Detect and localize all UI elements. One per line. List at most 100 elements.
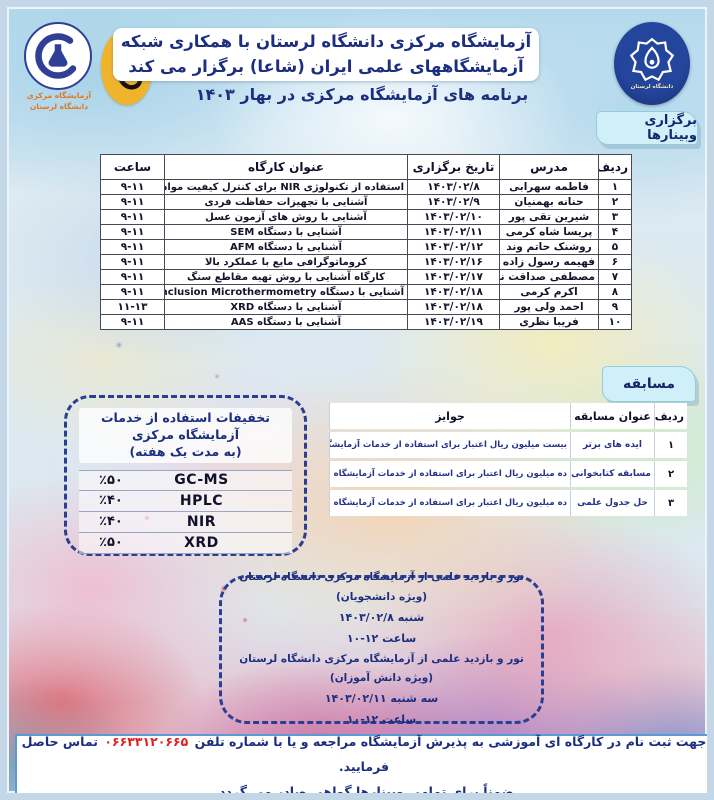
date: ۱۴۰۳/۰۲/۸ [407,179,500,195]
workshop-title: آشنایی با دستگاه AFM [164,239,408,255]
time: ۹-۱۱ [100,239,165,255]
row-num: ۷ [598,269,632,285]
time: ۱۱-۱۳ [100,299,165,315]
discounts-list: ٪۵۰ GC-MS ٪۴۰ HPLC ٪۴۰ NIR ٪۵۰ XRD [79,469,292,554]
time: ۹-۱۱ [100,194,165,210]
row-num: ۱۰ [598,314,632,330]
row-num: ۲ [654,461,687,487]
lab-caption-line2: دانشگاه لرستان [29,101,89,111]
phone-number: ۰۶۶۳۳۱۲۰۶۶۵ [104,733,189,749]
discount-service: GC-MS [174,472,229,489]
instructor: حنانه بهمنیان [499,194,599,210]
col-row: ردیف [598,154,632,180]
tours-box: تور و بازدید علمی از آزمایشگاه مرکزی دان… [219,571,544,726]
col-prize: جوایز [329,403,570,429]
competition-section-tag: مسابقه [602,366,696,402]
instructor: فاطمه سهرابی [499,179,599,195]
time: ۹-۱۱ [100,254,165,270]
date: ۱۴۰۳/۰۲/۱۹ [407,314,500,330]
table-row: ۱ فاطمه سهرابی ۱۴۰۳/۰۲/۸ استفاده از تکنولوژ… [100,179,632,195]
competition-header-row: ردیف عنوان مسابقه جوایز [329,403,687,429]
time: ۹-۱۱ [100,269,165,285]
discounts-title-line2: (به مدت یک هفته) [129,443,242,459]
prize: بیست میلیون ریال اعتبار برای استفاده از … [329,432,570,458]
discounts-box: تخفیفات استفاده از خدمات آزمایشگاه مرکزی… [64,395,307,556]
col-time: ساعت [100,154,165,180]
table-row: ۵ روشنک حاتم وند ۱۴۰۳/۰۲/۱۲ آشنایی با دستگا… [100,239,632,255]
lab-caption-line1: آزمایشگاه مرکزی [26,91,92,100]
time: ۹-۱۱ [100,314,165,330]
date: ۱۴۰۳/۰۲/۱۸ [407,299,500,315]
date: ۱۴۰۳/۰۲/۱۲ [407,239,500,255]
date: ۱۴۰۳/۰۲/۱۰ [407,209,500,225]
workshop-title: آشنایی با دستگاه Fluid Inclusion Microth… [164,284,408,300]
prize: ده میلیون ریال اعتبار برای استفاده از خد… [329,490,570,516]
row-num: ۹ [598,299,632,315]
workshop-title: آشنایی با روش های آزمون عسل [164,209,408,225]
discount-percent: ٪۵۰ [99,535,123,551]
footer-line1: جهت ثبت نام در کارگاه ای آموزشی به پذیرش… [17,729,707,779]
discount-service: NIR [186,513,217,530]
workshop-title: آشنایی با دستگاه XRD [164,299,408,315]
table-row: ۳ حل جدول علمی ده میلیون ریال اعتبار برای … [329,490,687,516]
table-row: ۲ مسابقه کتابخوانی ده میلیون ریال اعتبار ب… [329,461,687,487]
tour-title: تور و بازدید علمی از آزمایشگاه مرکزی دان… [239,570,524,603]
footer-line1-suffix: تماس حاصل فرمایید. [21,733,390,774]
tour-time-label: ساعت [382,713,417,727]
col-title: عنوان کارگاه [164,154,408,180]
row-num: ۳ [598,209,632,225]
list-item: ٪۴۰ HPLC [79,490,292,512]
discount-percent: ٪۵۰ [99,472,123,488]
tour-date: شنبه ۱۴۰۳/۰۲/۸ [338,610,425,624]
row-num: ۲ [598,194,632,210]
date: ۱۴۰۳/۰۲/۱۷ [407,269,500,285]
row-num: ۱ [598,179,632,195]
workshop-title: کارگاه آشنایی با روش تهیه مقاطع سنگ [164,269,408,285]
table-row: ۲ حنانه بهمنیان ۱۴۰۳/۰۲/۹ آشنایی با تجهیزات… [100,194,632,210]
time: ۹-۱۱ [100,284,165,300]
date: ۱۴۰۳/۰۲/۱۶ [407,254,500,270]
discounts-title-line1: تخفیفات استفاده از خدمات آزمایشگاه مرکزی [101,410,270,442]
discount-service: XRD [184,534,219,551]
col-date: تاریخ برگزاری [407,154,500,180]
discount-percent: ٪۴۰ [99,493,123,509]
poster-title-line1: آزمایشگاه مرکزی دانشگاه لرستان با همکاری… [120,31,532,51]
table-row: ۷ مصطفی صداقت نیا ۱۴۰۳/۰۲/۱۷ کارگاه آشنایی … [100,269,632,285]
instructor: فهیمه رسول زاده [499,254,599,270]
tour-time: ساعت ۱۰-۱۲ [230,710,533,731]
time: ۹-۱۱ [100,224,165,240]
row-num: ۵ [598,239,632,255]
row-num: ۴ [598,224,632,240]
workshop-title: استفاده از تکنولوژی NIR برای کنترل کیفیت… [164,179,408,195]
competition-title: مسابقه کتابخوانی [570,461,654,487]
list-item: ٪۵۰ XRD [79,532,292,554]
footer-notice: جهت ثبت نام در کارگاه ای آموزشی به پذیرش… [15,734,707,799]
prize: ده میلیون ریال اعتبار برای استفاده از خد… [329,461,570,487]
workshop-title: آشنایی با دستگاه SEM [164,224,408,240]
table-row: ۳ شیرین تقی پور ۱۴۰۳/۰۲/۱۰ آشنایی با روش ها… [100,209,632,225]
discounts-title: تخفیفات استفاده از خدمات آزمایشگاه مرکزی… [79,408,292,463]
row-num: ۳ [654,490,687,516]
webinars-section-tag: برگزاری وبینارها [596,111,698,145]
tour-time-value: ۱۰-۱۲ [346,631,379,645]
competition-title: ایده های برتر [570,432,654,458]
instructor: اکرم کرمی [499,284,599,300]
footer-line2: ضمناً برای تمامی وبینارها گواهی صادر می … [214,783,514,799]
discount-service: HPLC [179,492,224,509]
table-row: ۱۰ فریبا نظری ۱۴۰۳/۰۲/۱۹ آشنایی با دستگاه A… [100,314,632,330]
table-row: ۱ ایده های برتر بیست میلیون ریال اعتبار بر… [329,432,687,458]
table-row: ۹ احمد ولی پور ۱۴۰۳/۰۲/۱۸ آشنایی با دستگاه … [100,299,632,315]
lab-swirl-icon [35,33,81,79]
tour-time: ساعت ۱۰-۱۲ [230,629,533,650]
instructor: شیرین تقی پور [499,209,599,225]
workshop-title: کروماتوگرافی مایع با عملکرد بالا [164,254,408,270]
date: ۱۴۰۳/۰۲/۹ [407,194,500,210]
instructor: مصطفی صداقت نیا [499,269,599,285]
poster-title-box: آزمایشگاه مرکزی دانشگاه لرستان با همکاری… [113,28,539,81]
table-row: ۴ پریسا شاه کرمی ۱۴۰۳/۰۲/۱۱ آشنایی با دستگا… [100,224,632,240]
university-emblem-icon [630,37,674,82]
time: ۹-۱۱ [100,209,165,225]
webinars-header-row: ردیف مدرس تاریخ برگزاری عنوان کارگاه ساع… [100,154,632,180]
webinars-table: ردیف مدرس تاریخ برگزاری عنوان کارگاه ساع… [100,154,632,330]
